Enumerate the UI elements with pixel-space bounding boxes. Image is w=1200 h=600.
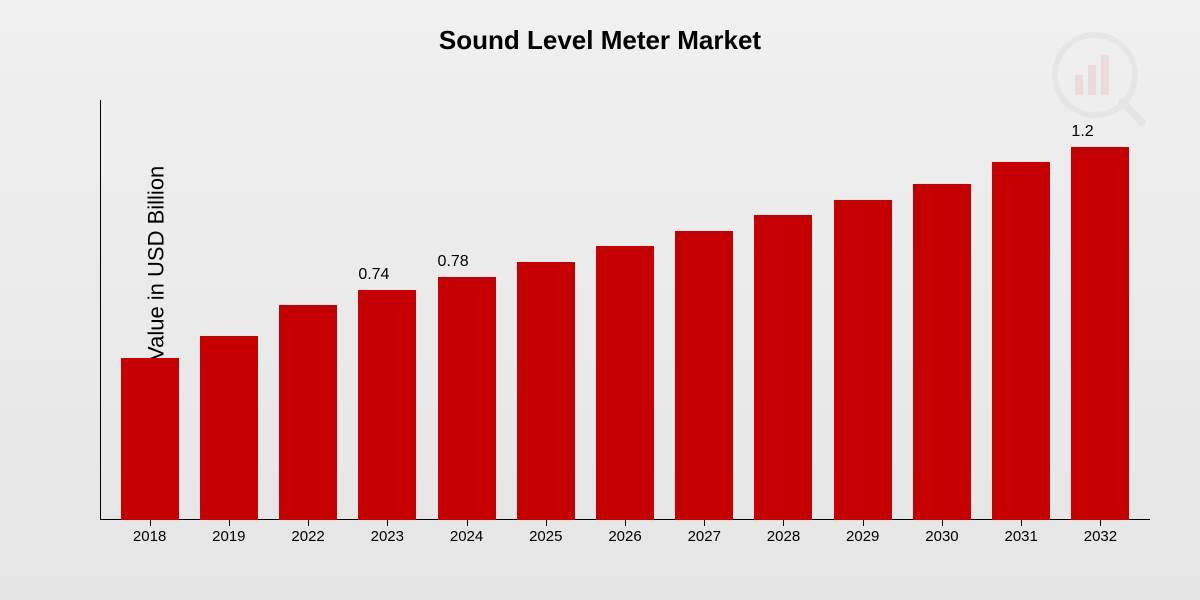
- bar: [834, 200, 892, 520]
- x-tick: [546, 520, 547, 526]
- bar: [913, 184, 971, 520]
- chart-title: Sound Level Meter Market: [439, 25, 761, 56]
- x-tick: [863, 520, 864, 526]
- bar-slot: 1.2: [1061, 147, 1140, 520]
- bar: [358, 290, 416, 520]
- bar: [200, 336, 258, 520]
- x-axis-label: 2028: [744, 528, 823, 545]
- x-axis-label: 2024: [427, 528, 506, 545]
- x-tick: [150, 520, 151, 526]
- x-axis-label: 2027: [665, 528, 744, 545]
- bar-slot: [902, 184, 981, 520]
- bar: [121, 358, 179, 520]
- bar-slot: 0.74: [348, 290, 427, 520]
- x-axis-labels: 2018201920222023202420252026202720282029…: [100, 528, 1150, 545]
- bar: [1071, 147, 1129, 520]
- x-tick: [942, 520, 943, 526]
- bar-slot: [982, 162, 1061, 520]
- bar: [992, 162, 1050, 520]
- x-tick: [387, 520, 388, 526]
- x-axis-label: 2022: [268, 528, 347, 545]
- x-axis-label: 2031: [982, 528, 1061, 545]
- x-axis-label: 2032: [1061, 528, 1140, 545]
- x-axis-label: 2030: [902, 528, 981, 545]
- bar-slot: [744, 215, 823, 520]
- bar-slot: [506, 262, 585, 520]
- x-tick: [704, 520, 705, 526]
- x-axis-label: 2019: [189, 528, 268, 545]
- chart-plot-area: 0.740.781.2: [100, 100, 1150, 520]
- x-axis-label: 2025: [506, 528, 585, 545]
- x-tick: [1021, 520, 1022, 526]
- bar-slot: [110, 358, 189, 520]
- bar: [754, 215, 812, 520]
- bar-slot: 0.78: [427, 277, 506, 520]
- bar-slot: [189, 336, 268, 520]
- x-axis-label: 2018: [110, 528, 189, 545]
- bar-slot: [268, 305, 347, 520]
- bar: [517, 262, 575, 520]
- x-tick: [625, 520, 626, 526]
- bar: [675, 231, 733, 520]
- x-axis-label: 2023: [348, 528, 427, 545]
- bar-value-label: 0.78: [438, 253, 469, 271]
- x-tick: [308, 520, 309, 526]
- bar-slot: [585, 246, 664, 520]
- x-axis-label: 2029: [823, 528, 902, 545]
- bars-container: 0.740.781.2: [100, 100, 1150, 520]
- x-tick: [467, 520, 468, 526]
- bar-value-label: 0.74: [358, 266, 389, 284]
- bar-value-label: 1.2: [1071, 123, 1093, 141]
- bar-slot: [823, 200, 902, 520]
- bar-slot: [665, 231, 744, 520]
- bar: [596, 246, 654, 520]
- x-axis-label: 2026: [585, 528, 664, 545]
- x-tick: [1100, 520, 1101, 526]
- bar: [279, 305, 337, 520]
- bar: [438, 277, 496, 520]
- x-tick: [783, 520, 784, 526]
- x-tick: [229, 520, 230, 526]
